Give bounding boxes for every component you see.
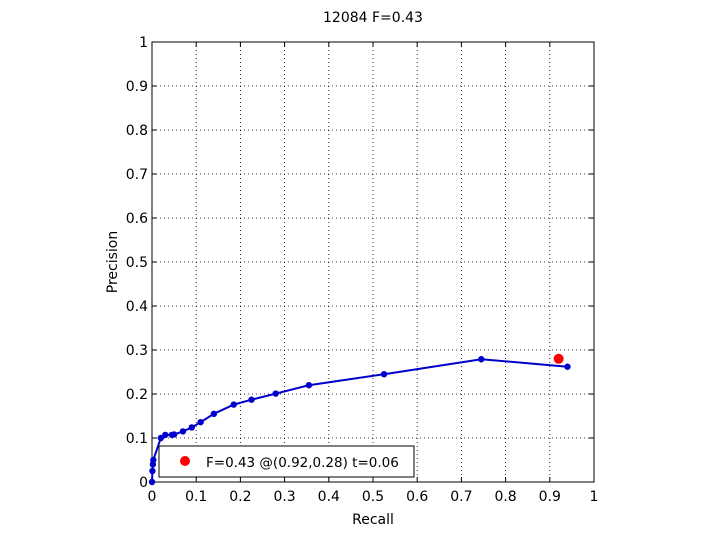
series-point	[305, 382, 313, 389]
y-tick-label: 0.5	[126, 255, 148, 271]
series-point	[230, 401, 237, 408]
series-point	[162, 431, 169, 439]
legend: F=0.43 @(0.92,0.28) t=0.06	[158, 445, 415, 478]
x-tick-label: 1	[590, 489, 599, 505]
series-point	[272, 390, 279, 397]
x-tick-label: 0	[148, 489, 157, 505]
y-tick-label: 0.2	[126, 387, 148, 403]
axis-ticks: 0 0.1 0.2 0.3 0.4 0.5 0.6 0.7 0.8 0.9 1 0 0.1 0.2 0.3 0…	[126, 35, 599, 505]
series-point	[150, 456, 157, 464]
legend-label: F=0.43 @(0.92,0.28) t=0.06	[206, 455, 399, 471]
series-point	[197, 418, 204, 426]
y-tick-label: 0	[139, 475, 148, 491]
series-point	[148, 478, 156, 486]
x-tick-label: 0.7	[450, 489, 472, 505]
y-tick-label: 0.3	[126, 343, 148, 359]
y-tick-label: 0.6	[126, 211, 148, 227]
series-point	[188, 424, 195, 431]
series-point	[380, 371, 388, 378]
x-tick-label: 0.4	[318, 489, 340, 505]
series-point	[564, 363, 571, 370]
y-tick-label: 1	[139, 35, 148, 51]
x-axis-title: Recall	[352, 512, 394, 528]
series-point	[210, 410, 218, 417]
y-tick-label: 0.1	[126, 431, 148, 447]
x-tick-label: 0.9	[539, 489, 561, 505]
series-point	[179, 428, 187, 435]
x-tick-label: 0.5	[362, 489, 384, 505]
grid-lines	[152, 42, 594, 482]
y-tick-label: 0.4	[126, 299, 148, 315]
x-tick-label: 0.3	[273, 489, 295, 505]
legend-box	[158, 445, 415, 478]
x-tick-label: 0.8	[494, 489, 516, 505]
series-group	[148, 353, 571, 486]
chart-title: 12084 F=0.43	[323, 10, 423, 26]
legend-marker	[180, 456, 190, 466]
series-point	[248, 396, 255, 403]
y-tick-label: 0.8	[126, 123, 148, 139]
series-point	[478, 356, 485, 363]
x-tick-label: 0.1	[185, 489, 207, 505]
y-axis-title: Precision	[105, 231, 121, 293]
series-point	[170, 431, 178, 438]
y-tick-label: 0.7	[126, 167, 148, 183]
x-tick-label: 0.2	[229, 489, 251, 505]
series-point	[149, 467, 156, 475]
best-f-point	[553, 353, 564, 364]
y-tick-label: 0.9	[126, 79, 148, 95]
x-tick-label: 0.6	[406, 489, 428, 505]
